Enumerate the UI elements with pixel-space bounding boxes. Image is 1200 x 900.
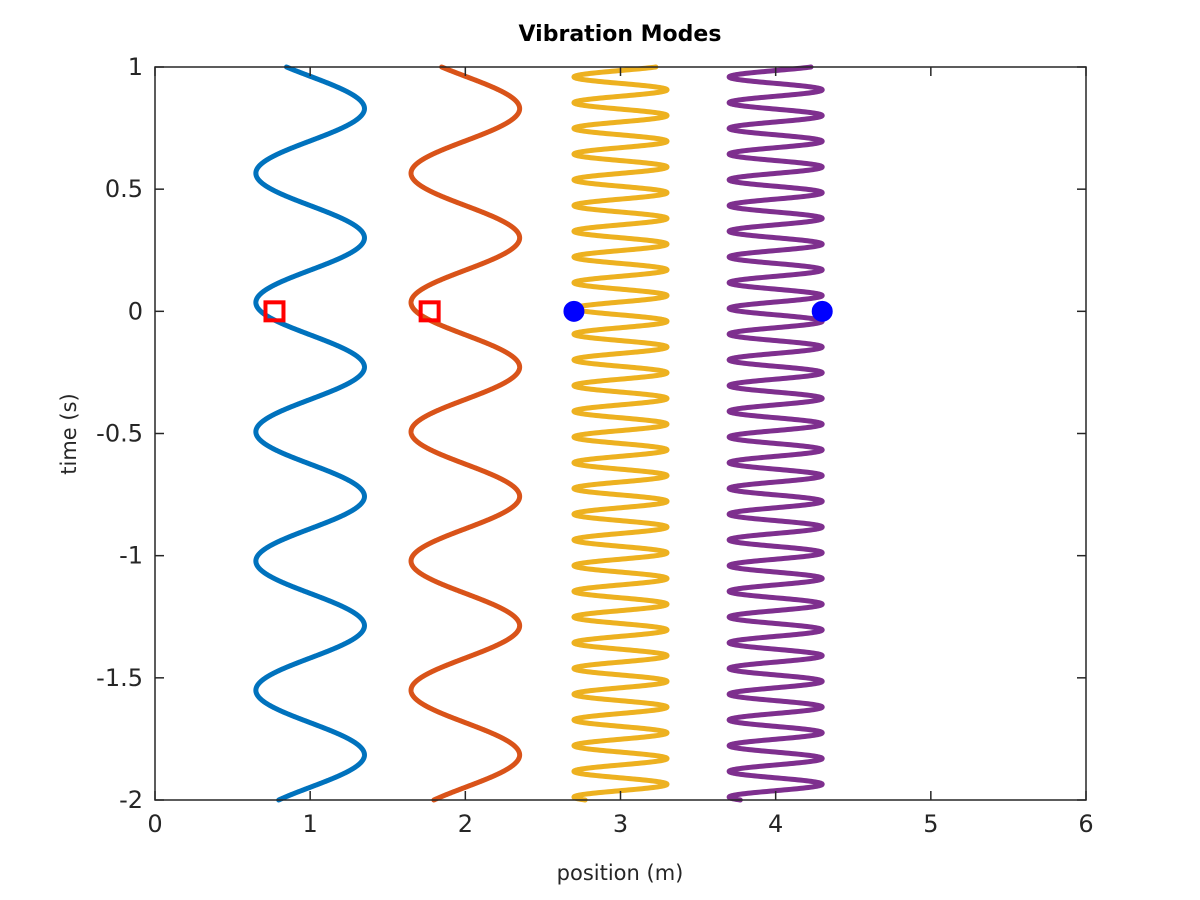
x-tick-label: 6 [1078,810,1093,838]
marker-square-1 [263,300,286,323]
x-tick-label: 2 [458,810,473,838]
x-tick-label: 3 [613,810,628,838]
y-tick-label: -2 [119,786,143,814]
marker-circle-3 [563,300,585,322]
y-tick-label: -1.5 [96,664,143,692]
chart-title: Vibration Modes [519,22,722,47]
y-axis-label: time (s) [57,393,81,474]
marker-circle-4 [811,300,833,322]
series-line-3 [571,64,670,803]
x-tick-label: 1 [303,810,318,838]
marker-square-2 [418,300,441,323]
x-axis-label: position (m) [557,861,684,885]
y-tick-label: -0.5 [96,420,143,448]
series-line-2 [408,64,523,803]
plot-area [155,67,1086,800]
x-tick-label: 4 [768,810,783,838]
series-line-1 [253,64,367,803]
series-line-4 [726,64,825,803]
x-tick-label: 5 [923,810,938,838]
x-tick-label: 0 [147,810,162,838]
y-tick-label: 0 [128,297,143,325]
tick-layer: 0 1 2 3 4 5 6 -2 -1.5 -1 -0.5 0 0.5 1 [96,53,1093,838]
y-tick-label: 1 [128,53,143,81]
y-tick-label: -1 [119,542,143,570]
y-tick-label: 0.5 [105,175,143,203]
marker-layer [263,300,833,323]
series-layer [253,64,825,803]
